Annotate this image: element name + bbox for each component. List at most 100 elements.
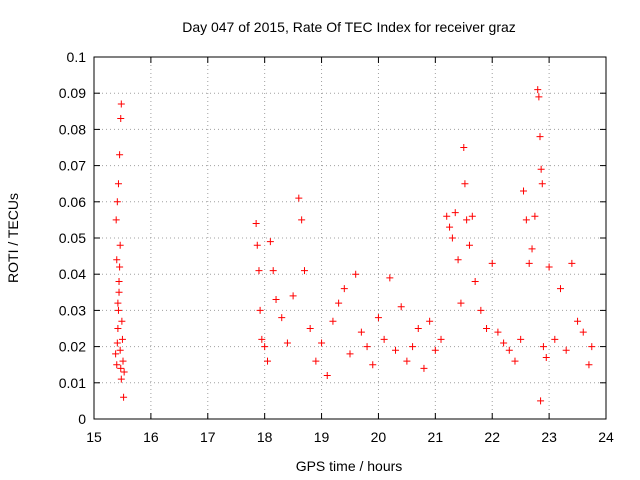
grid	[94, 57, 606, 419]
data-point	[437, 335, 445, 343]
data-point	[318, 339, 326, 347]
data-point	[451, 209, 459, 217]
data-point	[511, 357, 519, 365]
data-point	[115, 277, 123, 285]
data-point	[574, 317, 582, 325]
y-tick-label: 0.08	[59, 121, 86, 137]
data-point	[113, 339, 121, 347]
data-point	[114, 299, 122, 307]
data-point	[335, 299, 343, 307]
data-point	[386, 274, 394, 282]
data-point	[114, 306, 122, 314]
data-point	[392, 346, 400, 354]
data-point	[113, 361, 121, 369]
data-point	[448, 234, 456, 242]
y-tick-label: 0.1	[67, 49, 87, 65]
x-tick-label: 18	[257, 429, 273, 445]
data-point	[397, 303, 405, 311]
y-tick-label: 0.01	[59, 375, 86, 391]
data-point	[112, 216, 120, 224]
x-tick-label: 23	[541, 429, 557, 445]
data-point	[534, 86, 542, 94]
data-point	[542, 353, 550, 361]
data-point	[457, 299, 465, 307]
data-point	[340, 285, 348, 293]
data-point	[579, 328, 587, 336]
data-point	[420, 364, 428, 372]
data-point	[409, 343, 417, 351]
data-point	[443, 212, 451, 220]
data-point	[114, 180, 122, 188]
data-point	[117, 100, 125, 108]
data-point	[380, 335, 388, 343]
data-point	[120, 368, 128, 376]
data-point	[460, 144, 468, 151]
data-point	[551, 335, 559, 343]
data-point	[269, 267, 277, 275]
data-point	[298, 216, 306, 224]
data-point	[537, 165, 545, 173]
data-point	[585, 361, 593, 369]
data-point	[289, 292, 297, 300]
data-point	[114, 325, 122, 332]
x-tick-label: 21	[428, 429, 444, 445]
data-point	[252, 220, 260, 228]
data-point	[471, 277, 479, 285]
data-point	[414, 325, 422, 332]
data-point	[113, 256, 121, 264]
data-point	[119, 357, 127, 365]
data-point	[116, 151, 124, 159]
data-point	[538, 180, 546, 188]
data-point	[112, 350, 120, 358]
x-tick-label: 22	[484, 429, 500, 445]
data-point	[253, 241, 261, 249]
y-tick-label: 0.06	[59, 194, 86, 210]
data-point	[346, 350, 354, 358]
data-point	[323, 372, 331, 380]
data-point	[477, 306, 485, 314]
y-tick-label: 0.04	[59, 266, 86, 282]
axis-ticks	[93, 56, 607, 420]
data-point	[426, 317, 434, 325]
data-points	[112, 86, 596, 405]
data-point	[266, 238, 274, 246]
x-tick-label: 15	[86, 429, 102, 445]
y-tick-label: 0.07	[59, 158, 86, 174]
y-tick-label: 0.05	[59, 230, 86, 246]
data-point	[520, 187, 528, 195]
data-point	[461, 180, 469, 188]
x-tick-label: 24	[598, 429, 614, 445]
data-point	[306, 325, 314, 332]
data-point	[403, 357, 411, 365]
data-point	[545, 263, 553, 271]
data-point	[283, 339, 291, 347]
data-point	[531, 212, 539, 220]
data-point	[256, 306, 264, 314]
data-point	[556, 285, 564, 293]
data-point	[525, 259, 533, 267]
data-point	[505, 346, 513, 354]
data-point	[374, 314, 382, 322]
data-point	[113, 198, 121, 206]
data-point	[488, 259, 496, 267]
data-point	[522, 216, 530, 224]
data-point	[272, 296, 280, 304]
tick-labels: 15 16 17 18 19 20 21 22 23 24 0 0.01 0.02 0.03 0.04 0.0…	[59, 49, 614, 445]
chart-title: Day 047 of 2015, Rate Of TEC Index for r…	[182, 19, 516, 35]
data-point	[537, 397, 545, 405]
data-point	[118, 335, 126, 343]
data-point	[264, 357, 272, 365]
data-point	[116, 346, 124, 354]
data-point	[562, 346, 570, 354]
x-axis-label: GPS time / hours	[296, 458, 403, 474]
data-point	[352, 270, 360, 278]
y-tick-label: 0.02	[59, 339, 86, 355]
data-point	[258, 335, 266, 343]
data-point	[117, 364, 125, 372]
data-point	[539, 343, 547, 351]
data-point	[117, 115, 125, 123]
data-point	[528, 245, 536, 253]
data-point	[115, 288, 123, 296]
